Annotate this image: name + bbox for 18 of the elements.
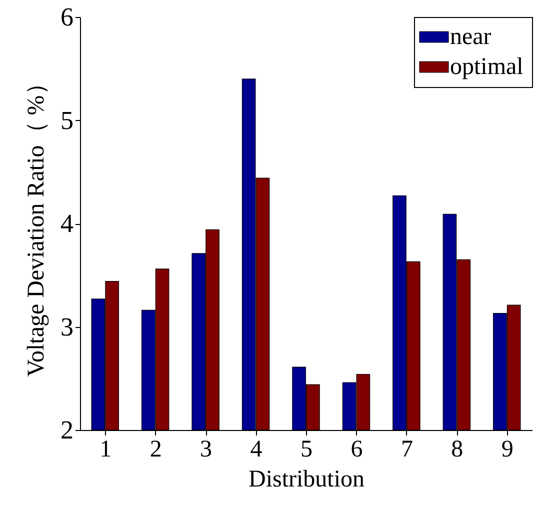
y-tick-label: 5 xyxy=(60,106,74,135)
x-tick-label: 1 xyxy=(100,436,112,462)
y-tick-label: 2 xyxy=(60,416,74,444)
y-tick-label: 4 xyxy=(60,209,74,238)
x-tick-label: 5 xyxy=(300,436,312,462)
legend-label: optimal xyxy=(450,54,524,80)
x-tick-label: 2 xyxy=(150,436,162,462)
y-axis-title: Voltage Deviation Ratio（ %） xyxy=(24,71,50,377)
legend-label: near xyxy=(450,24,492,50)
x-tick-label: 8 xyxy=(451,436,464,462)
x-tick-label: 4 xyxy=(250,436,262,462)
y-tick-label: 3 xyxy=(60,312,74,342)
x-tick-label: 6 xyxy=(350,436,363,462)
x-axis-title: Distribution xyxy=(248,466,365,492)
x-tick-label: 7 xyxy=(400,436,413,462)
y-tick-label: 6 xyxy=(60,2,74,32)
x-tick-label: 3 xyxy=(200,436,212,462)
x-tick-label: 9 xyxy=(501,436,514,462)
